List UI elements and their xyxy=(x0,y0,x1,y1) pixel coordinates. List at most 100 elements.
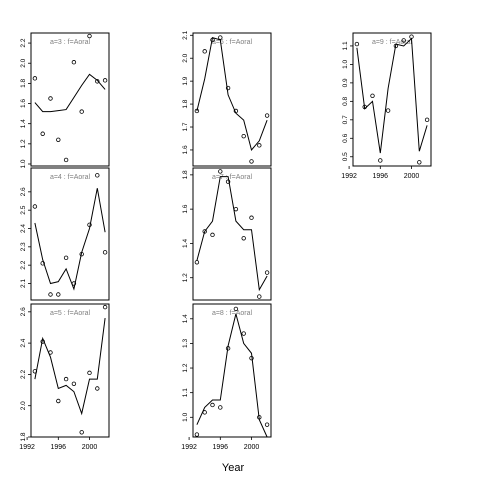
x-tick-label: 1992 xyxy=(19,444,35,451)
data-point xyxy=(257,143,262,148)
data-point xyxy=(40,339,45,344)
data-point xyxy=(95,173,100,178)
data-point xyxy=(264,270,270,275)
y-tick-label: 2.1 xyxy=(20,279,27,288)
panel-frame xyxy=(30,167,110,301)
data-point xyxy=(233,206,239,212)
data-point xyxy=(225,179,231,184)
data-point xyxy=(264,113,270,118)
y-tick-label: 1.4 xyxy=(20,119,27,128)
data-point xyxy=(79,430,84,435)
data-point xyxy=(233,306,239,312)
y-tick-label: 1.2 xyxy=(182,363,189,372)
y-tick-label: 1.1 xyxy=(342,41,349,50)
y-tick-label: 1.9 xyxy=(182,76,189,85)
x-tick-label: 2000 xyxy=(244,444,260,451)
fitted-line xyxy=(34,318,106,416)
panel-frame xyxy=(192,32,272,167)
data-point xyxy=(202,49,207,54)
panel-frame xyxy=(192,303,272,438)
fitted-line xyxy=(196,176,268,292)
panel-label: a=8 : f=Aoral xyxy=(212,310,253,317)
y-tick-label: 2.2 xyxy=(20,38,27,47)
y-tick-label: 2.2 xyxy=(20,370,27,379)
data-point xyxy=(95,79,100,84)
data-point xyxy=(63,157,69,163)
panel-4: a=6 : f=Aoral 1.6 1.7 1.8 1.9 2.0 2.1 xyxy=(182,30,272,167)
data-point xyxy=(40,131,45,136)
data-point xyxy=(210,37,215,43)
panel-3: a=5 : f=Aoral 1.8 2.0 2.2 2.4 2.6 1992 1996 2000 xyxy=(19,303,110,451)
panel-label: a=4 : f=Aoral xyxy=(50,174,91,181)
data-point xyxy=(56,292,61,297)
panel-frame xyxy=(30,32,110,167)
data-point xyxy=(393,43,399,49)
y-tick-label: 1.6 xyxy=(182,145,189,154)
x-tick-label: 1996 xyxy=(373,173,389,180)
panel-7: a=9 : f=Aoral 0.5 0.6 0.7 0.8 0.9 1.0 1.1 1992 19… xyxy=(341,32,432,180)
y-tick-label: 2.3 xyxy=(20,242,27,251)
data-point xyxy=(409,34,414,39)
y-tick-label: 2.0 xyxy=(182,53,189,62)
data-point xyxy=(249,159,254,164)
y-tick-label: 1.8 xyxy=(20,432,27,441)
fitted-line xyxy=(196,36,268,152)
data-point xyxy=(249,215,254,220)
fitted-line xyxy=(34,188,106,291)
data-point xyxy=(71,381,77,386)
panel-frame xyxy=(192,167,272,301)
data-point xyxy=(87,33,92,39)
data-point xyxy=(417,160,422,165)
y-tick-label: 1.2 xyxy=(182,273,189,282)
panel-frame xyxy=(352,32,432,167)
data-point xyxy=(218,405,223,410)
data-point xyxy=(71,281,77,286)
y-tick-label: 1.7 xyxy=(182,122,189,131)
data-point xyxy=(218,169,223,174)
data-point xyxy=(362,104,367,110)
data-point xyxy=(241,331,246,336)
data-point xyxy=(241,133,246,139)
y-tick-label: 1.8 xyxy=(20,78,27,87)
data-point xyxy=(210,402,215,408)
y-tick-label: 0.9 xyxy=(342,78,349,87)
fitted-line xyxy=(356,37,428,154)
y-tick-label: 1.0 xyxy=(342,60,349,69)
data-point xyxy=(385,108,391,113)
data-point xyxy=(194,260,200,265)
fitted-line xyxy=(34,73,106,113)
panel-frame xyxy=(30,303,110,438)
data-point xyxy=(48,96,53,101)
data-point xyxy=(202,410,207,415)
y-tick-label: 1.0 xyxy=(182,412,189,421)
data-point xyxy=(102,250,108,255)
x-axis-label: Year xyxy=(222,462,245,474)
panel-label: a=7 : f=Aoral xyxy=(212,174,253,181)
data-point xyxy=(71,60,77,65)
y-tick-label: 2.5 xyxy=(20,205,27,214)
y-tick-label: 1.3 xyxy=(182,339,189,348)
y-tick-label: 1.4 xyxy=(182,314,189,323)
data-point xyxy=(257,415,262,420)
data-point xyxy=(233,108,239,114)
y-tick-label: 1.4 xyxy=(182,239,189,248)
panel-label: a=9 : f=Aoral xyxy=(372,39,413,46)
data-point xyxy=(257,294,262,299)
data-point xyxy=(79,109,84,114)
data-point xyxy=(194,432,200,437)
x-tick-label: 1996 xyxy=(213,444,229,451)
y-tick-label: 0.5 xyxy=(342,152,349,161)
data-point xyxy=(225,346,231,351)
x-tick-label: 1992 xyxy=(181,444,197,451)
data-point xyxy=(370,93,375,99)
y-tick-label: 0.7 xyxy=(342,115,349,124)
data-point xyxy=(95,386,100,391)
x-tick-label: 2000 xyxy=(82,444,98,451)
data-point xyxy=(32,369,38,374)
y-tick-label: 1.0 xyxy=(20,159,27,168)
data-point xyxy=(32,204,38,209)
x-tick-label: 2000 xyxy=(404,173,420,180)
y-tick-label: 1.6 xyxy=(20,99,27,108)
y-tick-label: 2.0 xyxy=(20,401,27,410)
